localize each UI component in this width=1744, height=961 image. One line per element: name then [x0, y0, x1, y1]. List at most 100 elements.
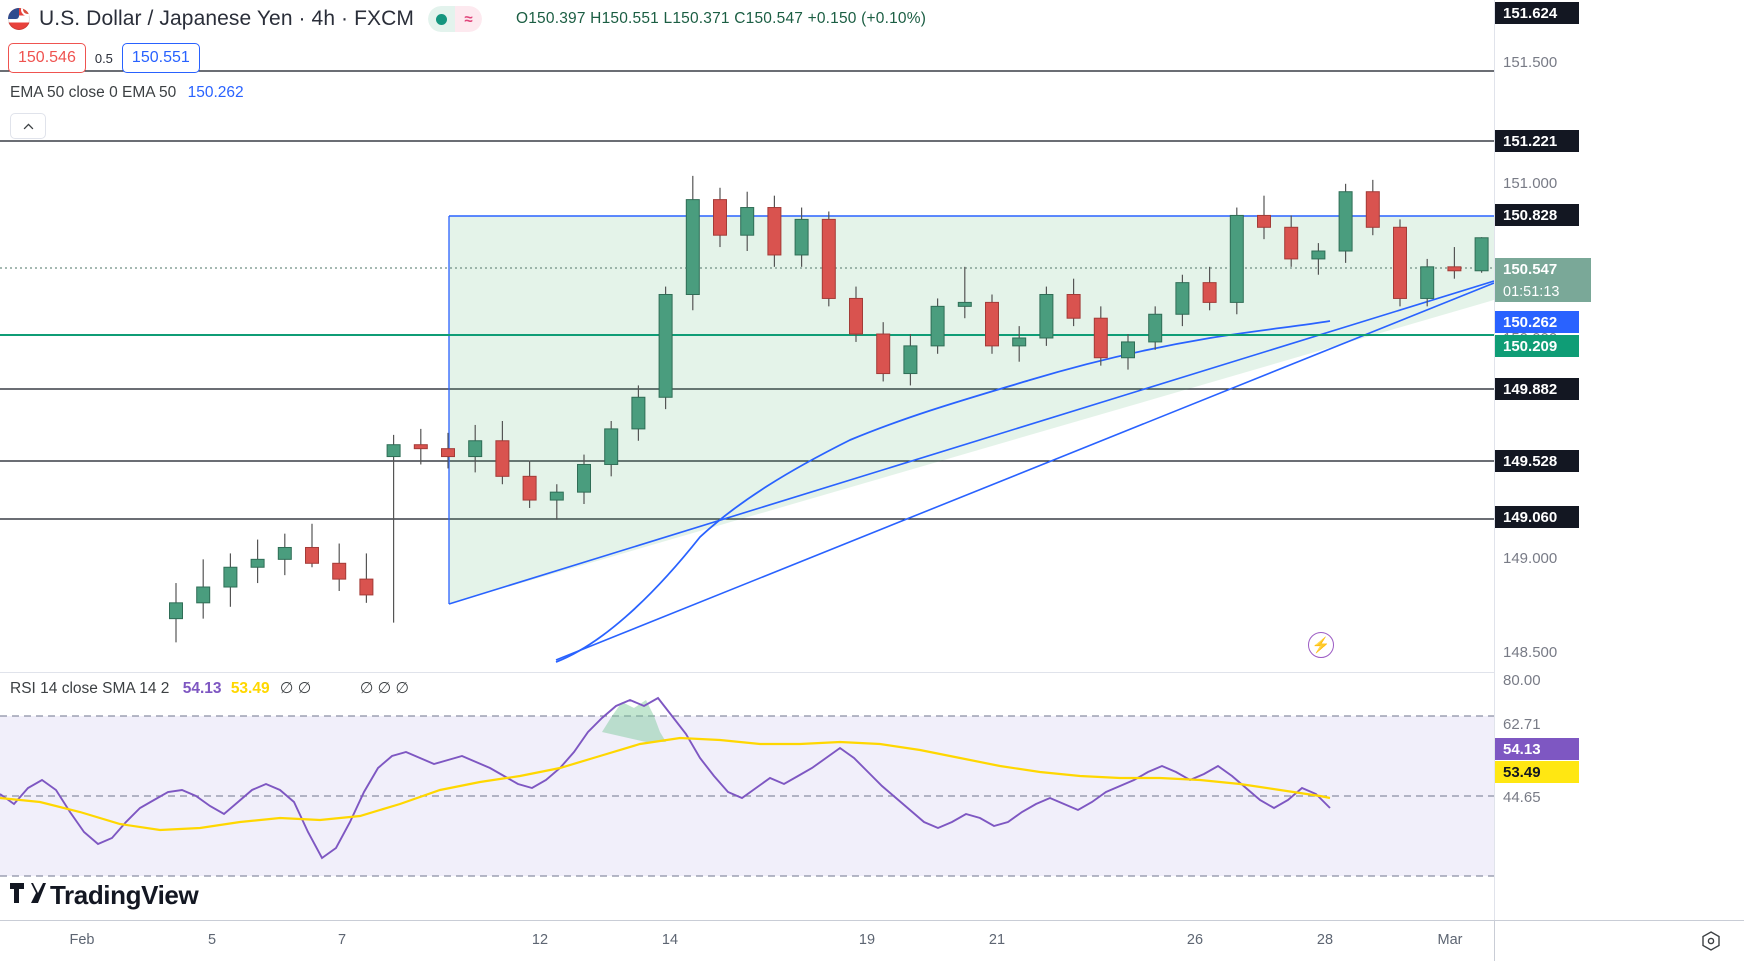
time-axis-label: 28 [1316, 932, 1334, 948]
spread-value: 0.5 [94, 50, 113, 66]
chart-style-pills: ≈ [427, 6, 482, 32]
candle-body [740, 207, 755, 236]
candle-body [685, 199, 700, 295]
candle-body [849, 297, 863, 335]
candle-body [767, 207, 782, 256]
settings-gear-icon[interactable] [1700, 931, 1722, 951]
countdown-badge: 01:51:13 [1495, 281, 1591, 302]
candle-body [713, 199, 727, 236]
symbol-title[interactable]: U.S. Dollar / Japanese Yen · 4h · FXCM [39, 7, 414, 30]
candle-body [196, 586, 211, 604]
rsi-chart-svg [0, 696, 1494, 877]
candle-body [413, 444, 428, 450]
candle-body [332, 562, 347, 580]
candle-body [1229, 214, 1244, 303]
rsi-legend-value: 54.13 [182, 680, 222, 697]
bid-ask-widget[interactable]: 150.546 0.5 150.551 [8, 43, 200, 73]
candle-body [1012, 337, 1027, 347]
us-jp-flag-icon [8, 8, 30, 30]
candle-body [1093, 317, 1108, 359]
time-axis-label: 26 [1186, 932, 1204, 948]
candle-body [250, 558, 265, 568]
candle-body [223, 566, 238, 588]
pattern-fill-region [449, 216, 1494, 604]
price-level-badge: 149.528 [1495, 450, 1579, 472]
rsi-axis-tick: 62.71 [1503, 716, 1541, 733]
candle-body [985, 301, 999, 347]
long-trendline [555, 282, 1494, 661]
rsi-sma-line [0, 736, 1331, 832]
time-axis-label: 12 [531, 932, 549, 948]
price-chart-svg [0, 70, 1494, 663]
rsi-axis-tick: 44.65 [1503, 789, 1541, 806]
candle-body [876, 333, 891, 375]
price-axis-tick: 148.500 [1503, 644, 1558, 661]
rsi-legend[interactable]: RSI 14 close SMA 14 2 54.13 53.49 ∅ ∅ ∅ … [10, 679, 409, 698]
candle-body [794, 218, 809, 256]
candle-body [577, 463, 591, 493]
candle-body [821, 218, 836, 299]
rsi-pane[interactable] [0, 672, 1494, 920]
time-axis[interactable]: Feb 5 7 12 14 19 21 26 28 Mar [0, 920, 1744, 961]
candle-body [1148, 313, 1163, 343]
candle-body [305, 546, 319, 564]
bid-price-box[interactable]: 150.546 [8, 43, 86, 73]
candle-body [277, 546, 292, 560]
candlestick-series [169, 175, 1489, 643]
approx-wave-icon[interactable]: ≈ [454, 6, 482, 32]
candle-body [1257, 214, 1271, 228]
chevron-up-icon [23, 123, 33, 129]
candle-body [169, 602, 183, 620]
chart-header: U.S. Dollar / Japanese Yen · 4h · FXCM ≈… [0, 0, 1494, 38]
price-level-badge: 150.262 [1495, 311, 1579, 333]
time-axis-label: Mar [1437, 932, 1463, 948]
ema-legend[interactable]: EMA 50 close 0 EMA 50 150.262 [10, 84, 244, 102]
rsi-legend-label: RSI 14 close SMA 14 2 [10, 680, 170, 697]
ema-legend-value: 150.262 [187, 84, 244, 101]
time-axis-label: 7 [337, 932, 347, 948]
price-axis-tick: 151.500 [1503, 54, 1558, 71]
rsi-legend-nil-1: ∅ ∅ [279, 680, 312, 697]
price-level-badge: 149.060 [1495, 506, 1579, 528]
candle-body [1175, 282, 1190, 315]
candle-body [1121, 341, 1135, 359]
price-level-badge: 151.221 [1495, 130, 1579, 152]
last-price-badge: 150.547 [1495, 258, 1591, 281]
price-axis-tick: 151.000 [1503, 175, 1558, 192]
price-level-badge: 151.624 [1495, 2, 1579, 24]
ema-50-line [555, 320, 1331, 663]
candle-body [495, 440, 510, 477]
lightning-bolt-icon[interactable]: ⚡ [1308, 632, 1334, 658]
candle-body [1393, 226, 1407, 299]
price-level-badge: 149.882 [1495, 378, 1579, 400]
candle-body [631, 396, 646, 430]
horizontal-levels [0, 70, 1494, 520]
circle-dot-icon[interactable] [427, 6, 455, 32]
candle-body [957, 301, 972, 307]
ask-price-box[interactable]: 150.551 [121, 43, 200, 73]
candle-body [441, 448, 455, 458]
candle-body [1474, 237, 1489, 272]
time-axis-label: 19 [858, 932, 876, 948]
rsi-sma-legend-value: 53.49 [230, 680, 270, 697]
time-axis-label: 14 [661, 932, 679, 948]
collapse-legend-button[interactable] [10, 113, 46, 139]
price-level-badge: 150.209 [1495, 335, 1579, 357]
candle-body [1066, 293, 1081, 319]
price-level-badge: 150.828 [1495, 204, 1579, 226]
main-price-pane[interactable] [0, 0, 1494, 672]
candle-body [604, 428, 619, 465]
candle-body [1284, 226, 1299, 260]
candle-body [658, 293, 673, 398]
rsi-legend-nil-2: ∅ ∅ ∅ [359, 680, 409, 697]
candle-body [903, 345, 918, 375]
ema-legend-label: EMA 50 close 0 EMA 50 [10, 84, 177, 101]
rsi-value-badge: 54.13 [1495, 738, 1579, 760]
candle-body [386, 444, 401, 458]
time-axis-label: 5 [207, 932, 217, 948]
ask-price-value: 150.551 [131, 49, 190, 66]
axis-divider [1494, 921, 1495, 961]
candle-body [1311, 250, 1326, 260]
